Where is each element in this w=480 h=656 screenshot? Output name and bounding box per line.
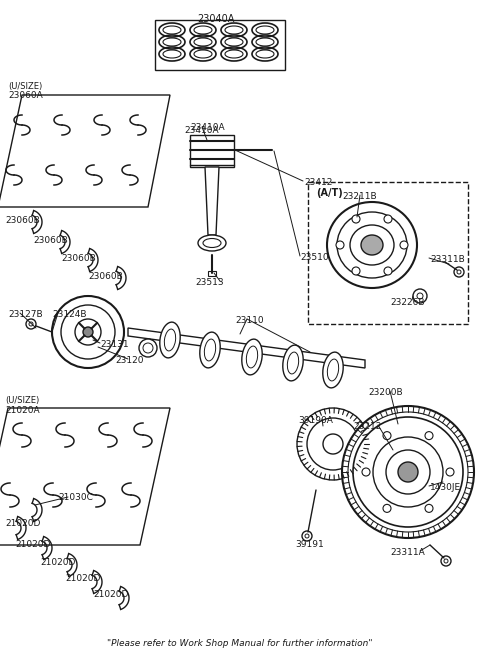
Bar: [190, 135, 234, 167]
Circle shape: [143, 343, 153, 353]
Circle shape: [75, 319, 101, 345]
Ellipse shape: [204, 339, 216, 361]
Text: 23212: 23212: [353, 422, 382, 431]
Text: "Please refer to Work Shop Manual for further information": "Please refer to Work Shop Manual for fu…: [107, 639, 373, 648]
Text: 23410A: 23410A: [185, 126, 219, 135]
Ellipse shape: [327, 202, 417, 288]
Circle shape: [457, 270, 461, 274]
Circle shape: [305, 534, 309, 538]
Text: 39190A: 39190A: [298, 416, 333, 425]
Text: 23040A: 23040A: [197, 14, 235, 24]
Text: 21020D: 21020D: [5, 519, 40, 528]
Circle shape: [446, 468, 454, 476]
Circle shape: [398, 462, 418, 482]
Ellipse shape: [361, 235, 383, 255]
Text: 23410A: 23410A: [190, 123, 225, 132]
Text: 1430JE: 1430JE: [430, 483, 461, 492]
Text: 21020A: 21020A: [5, 406, 40, 415]
Circle shape: [342, 406, 474, 538]
Text: 39191: 39191: [295, 540, 324, 549]
Text: 23060A: 23060A: [8, 91, 43, 100]
Text: 23060B: 23060B: [5, 216, 40, 225]
Circle shape: [29, 322, 33, 326]
Circle shape: [61, 305, 115, 359]
Circle shape: [348, 412, 468, 532]
Text: 23110: 23110: [235, 316, 264, 325]
Circle shape: [425, 432, 433, 440]
Text: 23412: 23412: [304, 178, 332, 187]
Circle shape: [307, 418, 359, 470]
Ellipse shape: [242, 339, 262, 375]
Text: (U/SIZE): (U/SIZE): [5, 396, 39, 405]
Text: 21020D: 21020D: [65, 574, 100, 583]
Circle shape: [413, 289, 427, 303]
Circle shape: [83, 327, 93, 337]
Text: 23211B: 23211B: [342, 192, 377, 201]
Text: 23311B: 23311B: [430, 255, 465, 264]
Polygon shape: [0, 95, 170, 207]
Circle shape: [352, 267, 360, 275]
Bar: [155, 20, 285, 70]
Text: 23060B: 23060B: [88, 272, 123, 281]
Circle shape: [444, 559, 448, 563]
Text: (U/SIZE): (U/SIZE): [8, 82, 42, 91]
Circle shape: [26, 319, 36, 329]
Circle shape: [362, 468, 370, 476]
Circle shape: [454, 267, 464, 277]
Ellipse shape: [350, 225, 394, 265]
Ellipse shape: [200, 332, 220, 368]
Circle shape: [323, 434, 343, 454]
Ellipse shape: [323, 352, 343, 388]
Text: 21030C: 21030C: [58, 493, 93, 502]
Circle shape: [383, 432, 391, 440]
Text: 23124B: 23124B: [52, 310, 86, 319]
Ellipse shape: [246, 346, 258, 368]
Ellipse shape: [198, 235, 226, 251]
Text: 21020D: 21020D: [15, 540, 50, 549]
Ellipse shape: [164, 329, 176, 351]
Circle shape: [373, 437, 443, 507]
Ellipse shape: [288, 352, 299, 374]
Text: 23226B: 23226B: [390, 298, 424, 307]
Polygon shape: [205, 167, 219, 235]
Bar: [208, 271, 216, 276]
Polygon shape: [0, 408, 170, 545]
Text: (A/T): (A/T): [316, 188, 343, 198]
Ellipse shape: [283, 345, 303, 381]
Ellipse shape: [160, 322, 180, 358]
Text: 21020D: 21020D: [40, 558, 75, 567]
Circle shape: [386, 450, 430, 494]
Text: 23513: 23513: [195, 278, 224, 287]
Circle shape: [400, 241, 408, 249]
Text: 23200B: 23200B: [368, 388, 403, 397]
Ellipse shape: [203, 239, 221, 247]
Text: 23510: 23510: [300, 253, 329, 262]
Text: 23120: 23120: [115, 356, 144, 365]
Circle shape: [384, 267, 392, 275]
Circle shape: [352, 215, 360, 223]
Text: 23060B: 23060B: [33, 236, 68, 245]
Ellipse shape: [327, 359, 339, 381]
Circle shape: [297, 408, 369, 480]
Ellipse shape: [337, 212, 407, 278]
Circle shape: [383, 504, 391, 512]
Text: 21020D: 21020D: [93, 590, 128, 599]
Circle shape: [353, 417, 463, 527]
Circle shape: [139, 339, 157, 357]
Polygon shape: [128, 328, 365, 368]
Text: 23311A: 23311A: [390, 548, 425, 557]
Bar: [308, 182, 468, 324]
Circle shape: [425, 504, 433, 512]
Circle shape: [441, 556, 451, 566]
Circle shape: [336, 241, 344, 249]
Text: 23060B: 23060B: [61, 254, 96, 263]
Circle shape: [417, 293, 423, 299]
Text: 23131: 23131: [100, 340, 129, 349]
Circle shape: [52, 296, 124, 368]
Text: 23127B: 23127B: [8, 310, 43, 319]
Circle shape: [384, 215, 392, 223]
Circle shape: [302, 531, 312, 541]
